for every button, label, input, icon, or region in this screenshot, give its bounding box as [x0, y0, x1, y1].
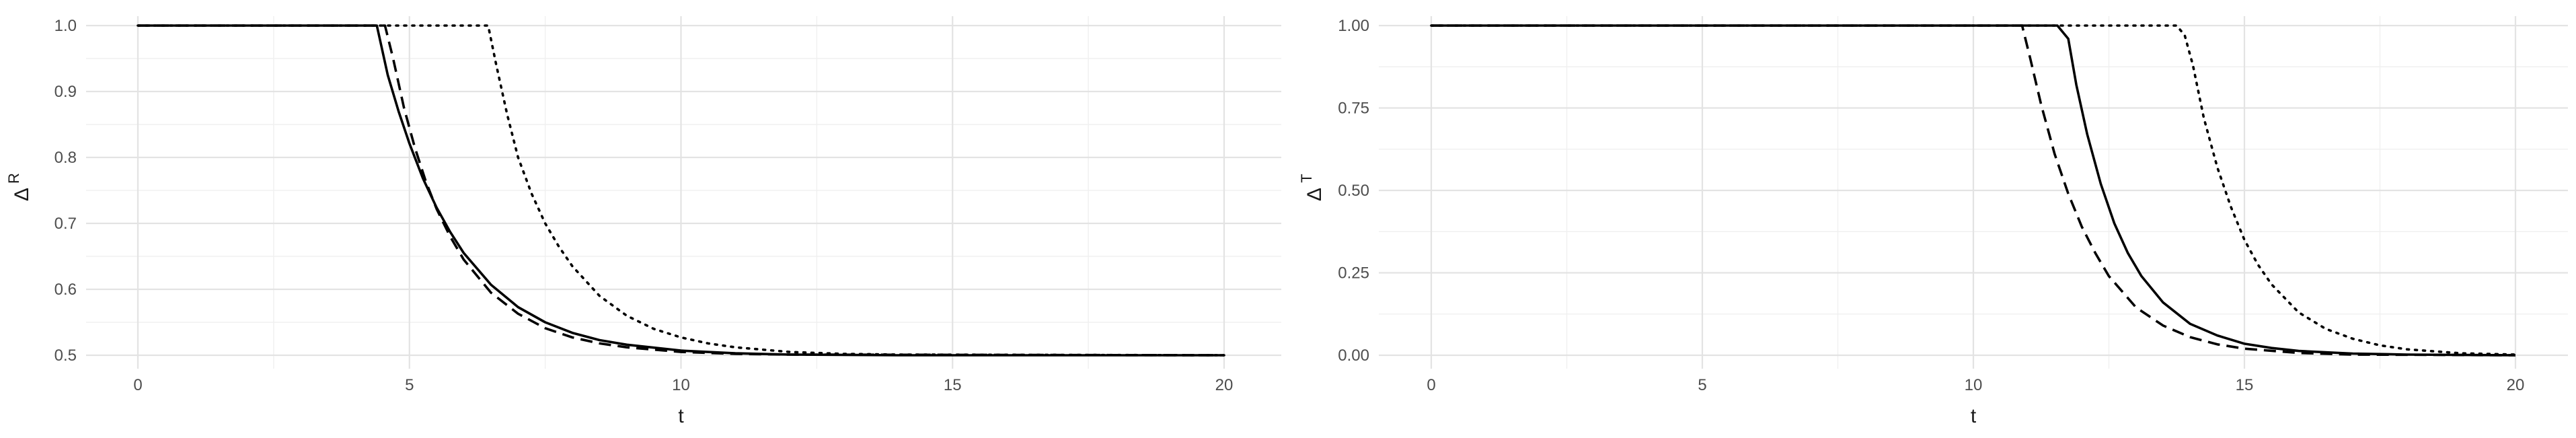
y-tick-label: 0.50 [1338, 182, 1369, 200]
x-tick-label: 10 [1965, 376, 1983, 394]
y-tick-label: 1.0 [54, 17, 77, 35]
series-line-dashed [1431, 24, 2516, 357]
series-line-solid [1431, 24, 2516, 357]
x-tick-label: 0 [1427, 376, 1435, 394]
series-line-dotted [1430, 24, 2517, 356]
panel-delta-r: 0 5 10 15 20 0.5 0.6 0.7 0.8 0.9 1.0 t ΔR [5, 16, 1281, 427]
y-axis-title-group: ΔR [5, 173, 33, 201]
y-axis-title-superscript: R [5, 173, 22, 184]
y-axis-title: Δ [1303, 188, 1326, 201]
x-tick-label: 20 [1215, 376, 1234, 394]
x-tick-label: 15 [944, 376, 962, 394]
x-tick-label: 20 [2507, 376, 2525, 394]
x-axis-title: t [1971, 405, 1977, 427]
x-tick-label: 10 [672, 376, 690, 394]
x-tick-label: 5 [405, 376, 414, 394]
series-line-dotted [137, 24, 1225, 357]
x-tick-label: 5 [1698, 376, 1706, 394]
x-tick-label: 15 [2236, 376, 2254, 394]
y-tick-label: 0.6 [54, 281, 77, 299]
series-line-solid [138, 24, 1224, 357]
y-tick-label: 0.75 [1338, 100, 1369, 118]
panel-delta-t: 0 5 10 15 20 0.00 0.25 0.50 0.75 1.00 t ΔT [1298, 16, 2568, 427]
y-tick-label: 0.7 [54, 215, 77, 233]
y-tick-label: 0.5 [54, 346, 77, 365]
series-line-dashed [138, 24, 1225, 357]
y-axis-title-superscript: T [1298, 174, 1315, 182]
y-tick-label: 0.9 [54, 83, 77, 101]
y-tick-label: 0.25 [1338, 264, 1369, 283]
y-tick-label: 0.00 [1338, 346, 1369, 365]
x-tick-label: 0 [133, 376, 142, 394]
y-axis-title: Δ [11, 188, 33, 201]
y-axis-title-group: ΔT [1298, 174, 1326, 201]
y-tick-label: 1.00 [1338, 17, 1369, 35]
x-axis-title: t [678, 405, 684, 427]
y-tick-label: 0.8 [54, 149, 77, 167]
